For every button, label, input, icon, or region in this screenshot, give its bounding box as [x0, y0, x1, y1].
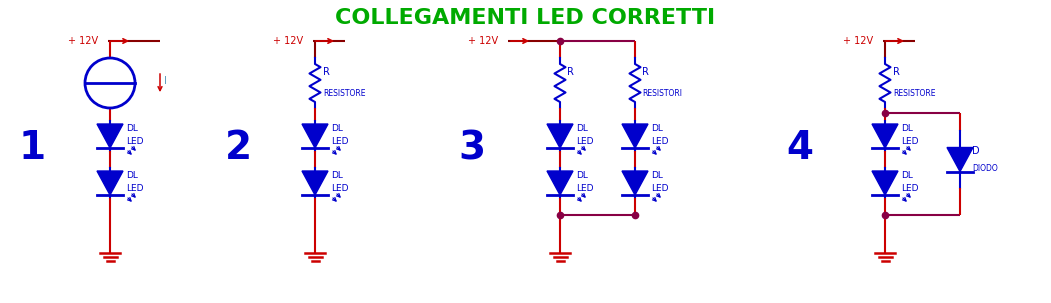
Polygon shape: [547, 124, 573, 148]
Text: 1: 1: [19, 129, 45, 167]
Text: DL: DL: [651, 124, 663, 133]
Polygon shape: [97, 171, 123, 195]
Text: COLLEGAMENTI LED CORRETTI: COLLEGAMENTI LED CORRETTI: [335, 8, 715, 28]
Polygon shape: [947, 148, 973, 171]
Polygon shape: [872, 171, 898, 195]
Text: DL: DL: [901, 171, 913, 180]
Text: DL: DL: [126, 124, 138, 133]
Text: LED: LED: [331, 184, 349, 193]
Text: + 12V: + 12V: [273, 36, 303, 46]
Text: DL: DL: [576, 171, 588, 180]
Text: DL: DL: [331, 171, 343, 180]
Polygon shape: [622, 124, 648, 148]
Text: 3: 3: [458, 129, 486, 167]
Text: LED: LED: [901, 137, 919, 146]
Polygon shape: [302, 171, 328, 195]
Text: LED: LED: [901, 184, 919, 193]
Text: R: R: [893, 67, 900, 77]
Text: + 12V: + 12V: [843, 36, 873, 46]
Text: LED: LED: [651, 184, 668, 193]
Polygon shape: [872, 124, 898, 148]
Text: + 12V: + 12V: [68, 36, 98, 46]
Text: DIODO: DIODO: [972, 164, 997, 172]
Polygon shape: [97, 124, 123, 148]
Text: 2: 2: [225, 129, 251, 167]
Text: DL: DL: [331, 124, 343, 133]
Text: I: I: [164, 76, 167, 86]
Text: LED: LED: [126, 137, 144, 146]
Text: DL: DL: [576, 124, 588, 133]
Text: LED: LED: [331, 137, 349, 146]
Text: + 12V: + 12V: [468, 36, 498, 46]
Polygon shape: [302, 124, 328, 148]
Text: R: R: [323, 67, 330, 77]
Polygon shape: [622, 171, 648, 195]
Text: RESISTORE: RESISTORE: [323, 89, 366, 98]
Text: DL: DL: [651, 171, 663, 180]
Text: LED: LED: [126, 184, 144, 193]
Text: 4: 4: [786, 129, 813, 167]
Text: DL: DL: [126, 171, 138, 180]
Text: LED: LED: [576, 137, 594, 146]
Text: D: D: [972, 145, 980, 155]
Text: RESISTORE: RESISTORE: [893, 89, 935, 98]
Text: RESISTORI: RESISTORI: [642, 89, 682, 98]
Text: R: R: [566, 67, 574, 77]
Text: LED: LED: [651, 137, 668, 146]
Text: LED: LED: [576, 184, 594, 193]
Text: R: R: [642, 67, 648, 77]
Polygon shape: [547, 171, 573, 195]
Text: DL: DL: [901, 124, 913, 133]
